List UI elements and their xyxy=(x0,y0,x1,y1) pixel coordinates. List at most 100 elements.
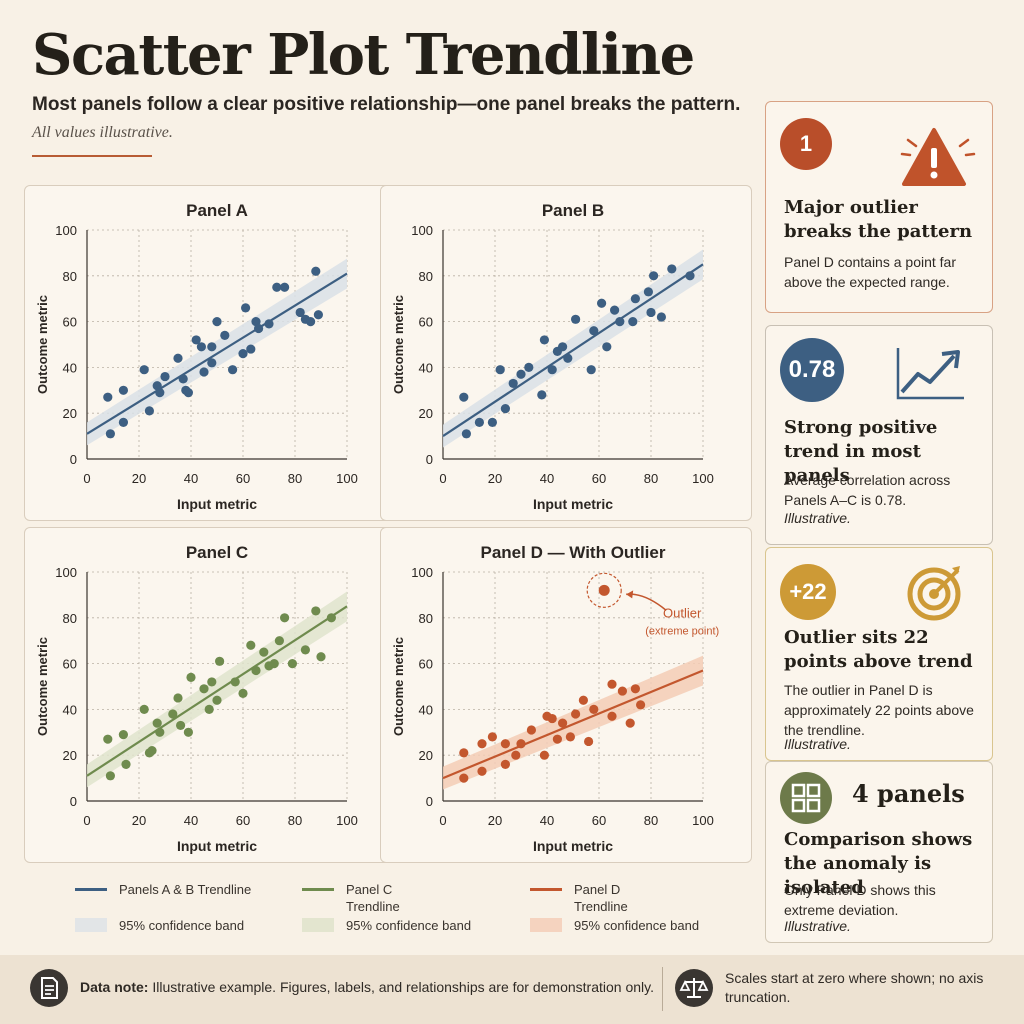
card-offset-heading: Outlier sits 22 points above trend xyxy=(784,627,973,672)
data-point xyxy=(571,314,581,324)
trend-up-icon xyxy=(896,348,964,400)
y-tick-label: 40 xyxy=(63,360,77,375)
x-axis-label: Input metric xyxy=(533,496,613,512)
card-trend: 0.78 Strong positive trend in most panel… xyxy=(765,325,993,545)
data-point xyxy=(287,659,297,669)
data-point xyxy=(563,353,573,363)
data-point xyxy=(139,704,149,714)
data-point xyxy=(246,344,256,354)
data-point xyxy=(602,342,612,352)
data-point xyxy=(630,294,640,304)
data-point xyxy=(176,720,186,731)
data-point xyxy=(238,688,248,698)
outlier-sublabel: (extreme point) xyxy=(645,625,719,637)
x-tick-label: 60 xyxy=(236,471,250,486)
x-tick-label: 40 xyxy=(184,813,198,828)
legend-orange-band-label: 95% confidence band xyxy=(574,918,700,933)
y-tick-label: 20 xyxy=(63,406,77,421)
data-point xyxy=(578,695,588,705)
data-point xyxy=(586,365,596,375)
card-panels-badge xyxy=(780,772,832,824)
legend-blue: Panels A & B Trendline 95% confidence ba… xyxy=(75,880,295,940)
data-point xyxy=(487,417,497,427)
data-point xyxy=(625,718,635,728)
data-point xyxy=(118,385,128,395)
legend-green-band-label: 95% confidence band xyxy=(346,918,472,933)
data-point xyxy=(207,677,217,687)
data-point xyxy=(500,759,510,769)
data-point xyxy=(607,711,617,721)
x-tick-label: 40 xyxy=(540,471,554,486)
data-point xyxy=(199,684,209,694)
y-tick-label: 80 xyxy=(63,611,77,626)
warning-icon xyxy=(900,128,976,186)
illustrative-note: All values illustrative. xyxy=(32,124,173,141)
outlier-point xyxy=(598,584,610,596)
data-point xyxy=(649,271,659,281)
y-tick-label: 0 xyxy=(426,452,433,467)
panel-c-chart: Panel C 0 20 40 60 80 100 0 20 40 60 80 100 Input met… xyxy=(35,543,358,854)
panel-d: Panel D — With Outlier 0 20 40 60 80 100 0 20 40 6… xyxy=(380,527,752,863)
x-tick-label: 80 xyxy=(644,471,658,486)
y-tick-label: 80 xyxy=(419,611,433,626)
data-point xyxy=(196,342,206,352)
panel-b: Panel B 0 20 40 60 80 100 0 20 40 60 80 100 Input met… xyxy=(380,185,752,521)
x-tick-label: 100 xyxy=(336,471,358,486)
data-point xyxy=(212,317,222,327)
data-point xyxy=(295,307,305,318)
legend-orange: Panel D Trendline 95% confidence band xyxy=(530,880,750,940)
card-offset-body: The outlier in Panel D is approximately … xyxy=(784,682,974,738)
confidence-band xyxy=(443,249,703,448)
data-point xyxy=(207,358,217,368)
data-point xyxy=(558,342,568,352)
x-tick-label: 100 xyxy=(692,813,714,828)
y-tick-label: 0 xyxy=(70,794,77,809)
legend-green: Panel C Trendline 95% confidence band xyxy=(302,880,522,940)
legend-blue-band xyxy=(75,918,107,932)
data-point xyxy=(186,672,196,682)
card-panels: 4 panels Comparison shows the anomaly is… xyxy=(765,761,993,943)
legend-green-label: Panel C Trendline xyxy=(346,882,400,914)
page-title: Scatter Plot Trendline xyxy=(32,22,695,88)
data-point xyxy=(228,365,238,375)
x-tick-label: 80 xyxy=(288,813,302,828)
data-point xyxy=(615,317,625,327)
outlier-ring xyxy=(586,572,622,608)
data-point xyxy=(571,709,581,719)
y-tick-label: 20 xyxy=(63,748,77,763)
y-tick-label: 0 xyxy=(426,794,433,809)
data-point xyxy=(215,656,225,666)
legend-orange-line xyxy=(530,888,562,891)
y-tick-label: 40 xyxy=(419,360,433,375)
data-point xyxy=(199,367,209,377)
card-offset: +22 Outlier sits 22 points above trend T… xyxy=(765,547,993,761)
x-tick-label: 20 xyxy=(488,471,502,486)
data-point xyxy=(667,264,677,274)
x-tick-label: 100 xyxy=(336,813,358,828)
scale-icon xyxy=(675,969,713,1007)
outlier-label: Outlier xyxy=(663,605,702,620)
data-point xyxy=(558,718,568,728)
legend-blue-line xyxy=(75,888,107,891)
data-point xyxy=(139,365,149,375)
data-point xyxy=(326,613,336,623)
x-tick-label: 0 xyxy=(439,471,446,486)
footer: Data note: Illustrative example. Figures… xyxy=(0,955,1024,1024)
data-point xyxy=(204,704,214,714)
data-point xyxy=(274,636,284,646)
x-tick-label: 60 xyxy=(592,813,606,828)
data-point xyxy=(280,282,290,292)
y-tick-label: 80 xyxy=(419,269,433,284)
data-point xyxy=(589,326,599,336)
data-point xyxy=(168,709,178,719)
x-tick-label: 80 xyxy=(644,813,658,828)
data-point xyxy=(643,287,653,297)
data-point xyxy=(526,725,536,735)
data-point xyxy=(118,729,128,740)
data-point xyxy=(524,362,534,372)
x-tick-label: 100 xyxy=(692,471,714,486)
data-point xyxy=(495,365,505,375)
data-point xyxy=(230,677,240,687)
x-tick-label: 60 xyxy=(592,471,606,486)
data-point xyxy=(537,390,547,400)
